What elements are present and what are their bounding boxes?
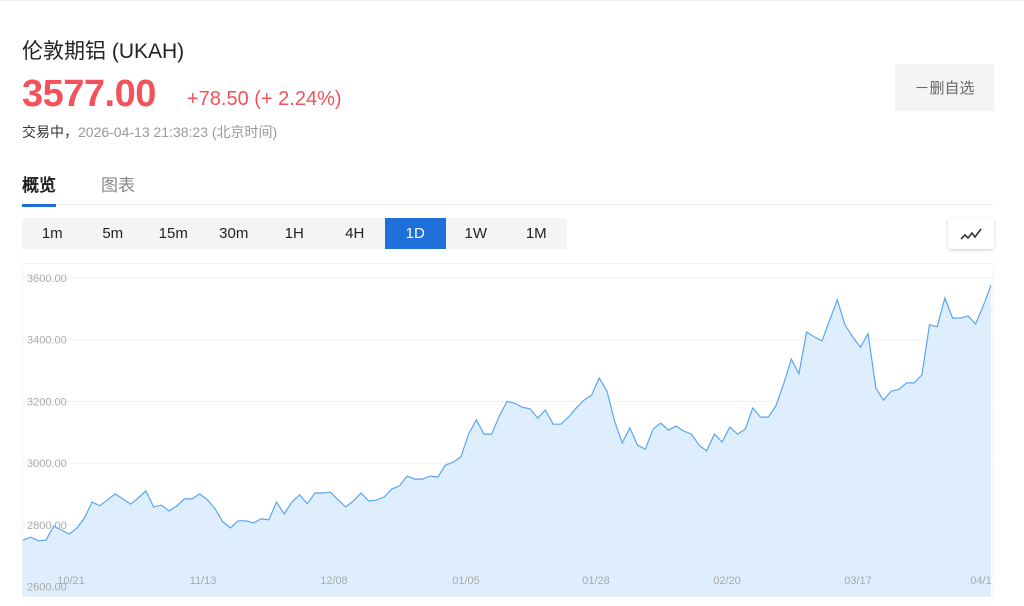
remove-watchlist-button[interactable]: －删自选 (895, 64, 994, 111)
y-tick-label: 2800.00 (27, 520, 67, 532)
chart-type-button[interactable] (948, 218, 994, 249)
period-15m[interactable]: 15m (158, 225, 188, 242)
x-tick-label: 03/17 (844, 575, 872, 587)
y-tick-label: 3600.00 (27, 273, 67, 285)
trading-status: 交易中，2026-04-13 21:38:23 (北京时间) (22, 122, 277, 142)
period-1W[interactable]: 1W (464, 225, 488, 242)
period-4H[interactable]: 4H (345, 225, 365, 242)
price-line (23, 284, 992, 542)
period-1D[interactable]: 1D (385, 218, 446, 249)
x-tick-label: 11/13 (190, 575, 217, 587)
tab-chart[interactable]: 图表 (101, 176, 135, 195)
x-tick-label: 12/08 (320, 575, 348, 587)
x-tick-label: 10/21 (57, 575, 85, 587)
tab-bar: 概览 图表 (22, 171, 994, 207)
price-change: +78.50 (+ 2.24%) (187, 88, 342, 110)
timestamp: 2026-04-13 21:38:23 (北京时间) (78, 124, 278, 140)
period-1m[interactable]: 1m (41, 225, 63, 242)
y-tick-label: 2600.00 (27, 582, 67, 594)
x-tick-label: 02/20 (713, 575, 741, 587)
period-1H[interactable]: 1H (284, 225, 304, 242)
price-chart[interactable]: 3600.00 3400.00 3200.00 3000.00 2800.00 2600.… (22, 263, 994, 597)
last-price: 3577.00 (22, 73, 156, 115)
x-tick-label: 01/05 (452, 575, 480, 587)
period-30m[interactable]: 30m (219, 225, 249, 242)
y-tick-label: 3000.00 (27, 458, 67, 470)
instrument-title: 伦敦期铝 (UKAH) (22, 40, 185, 63)
period-selector: 1m 5m 15m 30m 1H 4H 1D 1W 1M (22, 218, 567, 249)
period-5m[interactable]: 5m (102, 225, 124, 242)
price-chart-svg: 3600.00 3400.00 3200.00 3000.00 2800.00 2600.… (23, 273, 993, 596)
y-tick-label: 3400.00 (27, 335, 67, 347)
x-tick-label: 01/28 (582, 575, 610, 587)
y-tick-label: 3200.00 (27, 396, 67, 408)
period-1M[interactable]: 1M (525, 225, 547, 242)
line-chart-icon (960, 228, 982, 240)
status-text: 交易中， (22, 124, 78, 140)
tab-overview[interactable]: 概览 (22, 171, 56, 207)
x-tick-label: 04/1 (970, 575, 991, 587)
price-area (23, 285, 991, 596)
